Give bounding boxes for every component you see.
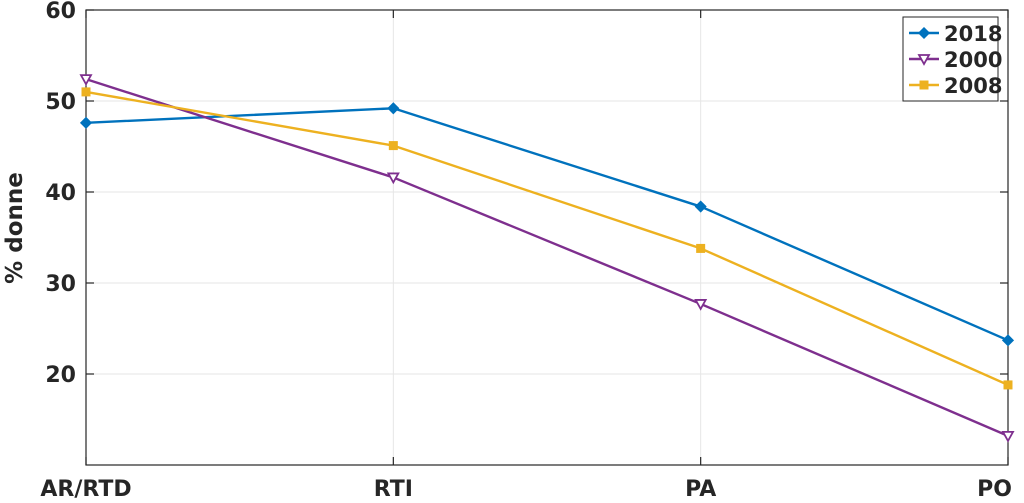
series-2000 bbox=[79, 74, 1015, 443]
legend-label: 2000 bbox=[944, 48, 1002, 72]
legend-label: 2018 bbox=[944, 22, 1002, 46]
legend-item: 2018 bbox=[909, 22, 1002, 46]
y-tick-label: 60 bbox=[45, 0, 76, 24]
data-point bbox=[79, 74, 93, 87]
x-tick-label: PO bbox=[977, 477, 1012, 499]
data-point bbox=[386, 172, 400, 185]
data-point bbox=[387, 102, 400, 115]
data-point bbox=[696, 243, 706, 253]
y-tick-label: 50 bbox=[45, 90, 76, 115]
data-point bbox=[917, 26, 931, 40]
series-line bbox=[85, 78, 1009, 437]
axis-layer: 20 30 40 50 60 AR/RTD RTI PA PO bbox=[40, 0, 1012, 502]
data-point bbox=[1001, 334, 1015, 347]
legend-item: 2008 bbox=[909, 74, 1002, 98]
series-2008 bbox=[81, 87, 1013, 390]
data-point bbox=[917, 54, 931, 66]
x-tick-label: RTI bbox=[374, 477, 413, 499]
data-point bbox=[919, 80, 929, 90]
series-line bbox=[85, 107, 1009, 342]
y-axis-label: % donne bbox=[2, 172, 28, 284]
series-layer bbox=[79, 74, 1015, 443]
y-tick-label: 40 bbox=[45, 181, 76, 206]
data-point bbox=[694, 200, 707, 213]
x-tick-label: PA bbox=[685, 477, 716, 499]
series-2018 bbox=[79, 102, 1015, 347]
data-point bbox=[1003, 380, 1013, 390]
x-tick-label: AR/RTD bbox=[40, 477, 131, 499]
data-point bbox=[79, 116, 93, 129]
data-point bbox=[388, 141, 398, 151]
legend-item: 2000 bbox=[909, 48, 1002, 72]
series-line bbox=[85, 90, 1009, 387]
data-point bbox=[694, 299, 708, 311]
plot-frame bbox=[85, 9, 1009, 466]
y-tick-label: 30 bbox=[45, 272, 76, 297]
legend-label: 2008 bbox=[944, 74, 1002, 98]
data-point bbox=[81, 87, 91, 97]
data-point bbox=[1001, 430, 1015, 443]
y-tick-label: 20 bbox=[45, 363, 76, 388]
grid-layer bbox=[85, 9, 1009, 465]
